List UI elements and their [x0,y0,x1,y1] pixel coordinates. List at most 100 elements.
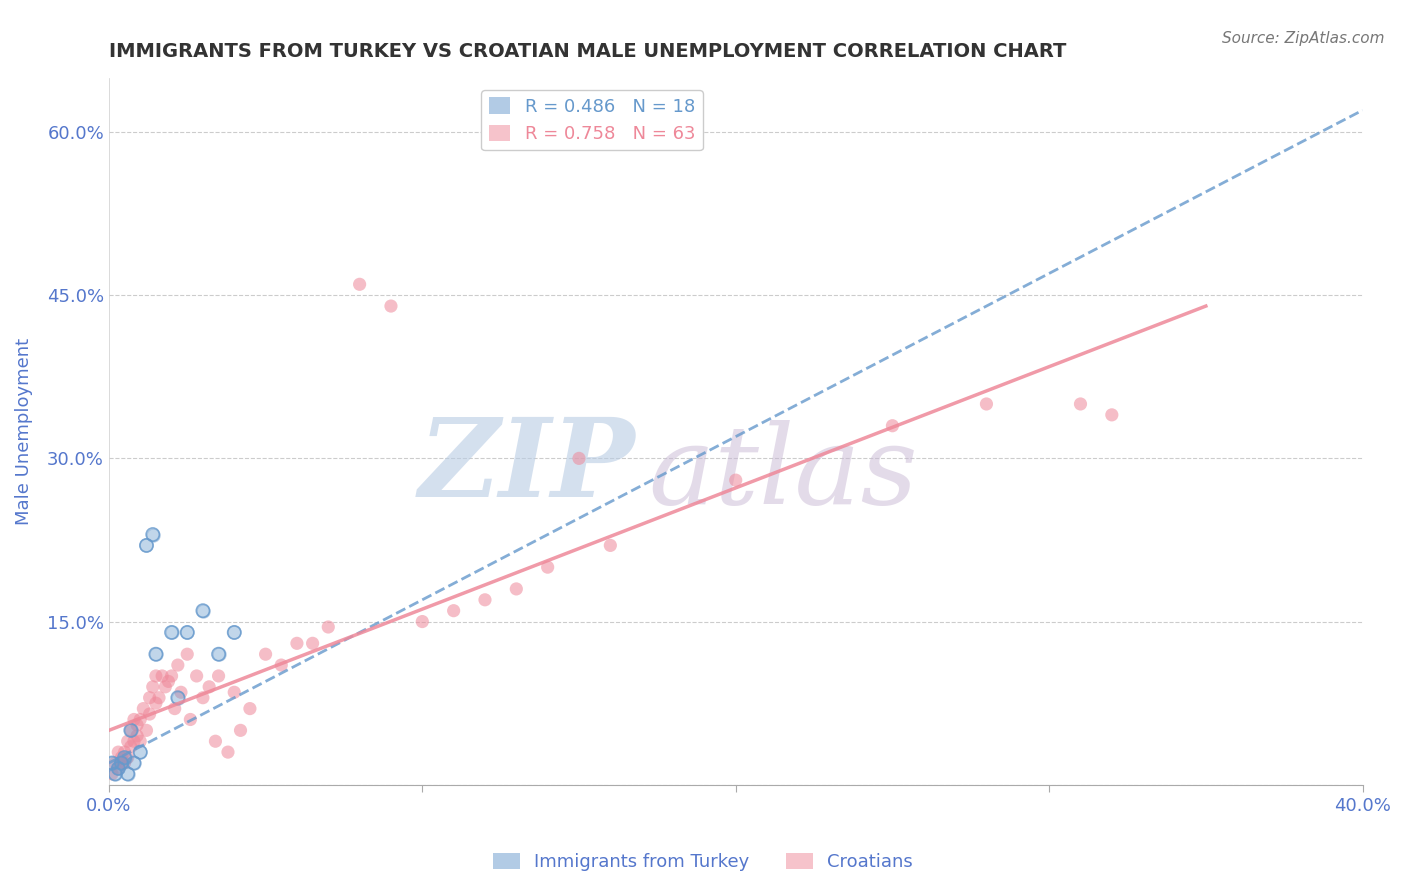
Point [107,761,129,775]
Point [120,723,142,738]
Point [117,734,139,748]
Point [191,690,214,705]
Point [114,750,136,764]
Text: IMMIGRANTS FROM TURKEY VS CROATIAN MALE UNEMPLOYMENT CORRELATION CHART: IMMIGRANTS FROM TURKEY VS CROATIAN MALE … [108,42,1066,61]
Point [120,723,142,738]
Point [129,745,152,759]
Point [207,647,229,661]
Point [157,674,180,689]
Point [104,756,127,770]
Point [179,713,201,727]
Point [114,750,136,764]
Point [135,723,157,738]
Point [1101,408,1123,422]
Point [316,620,339,634]
Point [125,718,148,732]
Point [145,647,167,661]
Point [724,473,747,487]
Point [101,756,124,770]
Point [120,739,142,754]
Point [537,560,560,574]
Point [163,701,186,715]
Point [132,701,155,715]
Point [176,625,198,640]
Point [160,625,183,640]
Point [117,767,139,781]
Point [599,538,621,552]
Point [568,451,591,466]
Point [142,680,165,694]
Y-axis label: Male Unemployment: Male Unemployment [15,337,32,524]
Point [114,756,136,770]
Point [191,604,214,618]
Point [110,750,132,764]
Point [138,690,160,705]
Point [129,745,152,759]
Text: atlas: atlas [648,420,918,527]
Point [129,713,152,727]
Point [166,690,188,705]
Point [145,647,167,661]
Point [229,723,252,738]
Point [107,761,129,775]
Point [976,397,998,411]
Point [145,696,167,710]
Point [882,418,904,433]
Point [150,669,173,683]
Point [191,604,214,618]
Point [135,538,157,552]
Legend: R = 0.486   N = 18, R = 0.758   N = 63: R = 0.486 N = 18, R = 0.758 N = 63 [481,90,703,150]
Point [122,756,145,770]
Point [254,647,277,661]
Point [122,734,145,748]
Point [122,713,145,727]
Point [217,745,239,759]
Point [349,277,371,292]
Point [107,761,129,775]
Point [160,669,183,683]
Point [110,756,132,770]
Point [411,615,433,629]
Point [186,669,208,683]
Point [125,729,148,743]
Point [166,658,188,673]
Point [239,701,262,715]
Point [107,745,129,759]
Point [155,680,177,694]
Point [104,767,127,781]
Point [474,592,496,607]
Point [198,680,221,694]
Point [224,625,246,640]
Point [114,745,136,759]
Point [1069,397,1091,411]
Point [176,625,198,640]
Legend: Immigrants from Turkey, Croatians: Immigrants from Turkey, Croatians [485,846,921,879]
Point [142,527,165,541]
Point [117,750,139,764]
Point [122,756,145,770]
Point [443,604,465,618]
Text: Source: ZipAtlas.com: Source: ZipAtlas.com [1222,31,1385,46]
Point [285,636,308,650]
Point [166,690,188,705]
Point [170,685,193,699]
Point [145,669,167,683]
Point [204,734,226,748]
Point [160,625,183,640]
Point [110,756,132,770]
Point [142,527,165,541]
Point [148,690,170,705]
Point [380,299,402,313]
Point [110,756,132,770]
Point [301,636,323,650]
Point [138,706,160,721]
Point [104,767,127,781]
Point [207,647,229,661]
Point [135,538,157,552]
Point [176,647,198,661]
Point [101,767,124,781]
Point [120,723,142,738]
Point [117,767,139,781]
Point [270,658,292,673]
Text: ZIP: ZIP [419,413,636,520]
